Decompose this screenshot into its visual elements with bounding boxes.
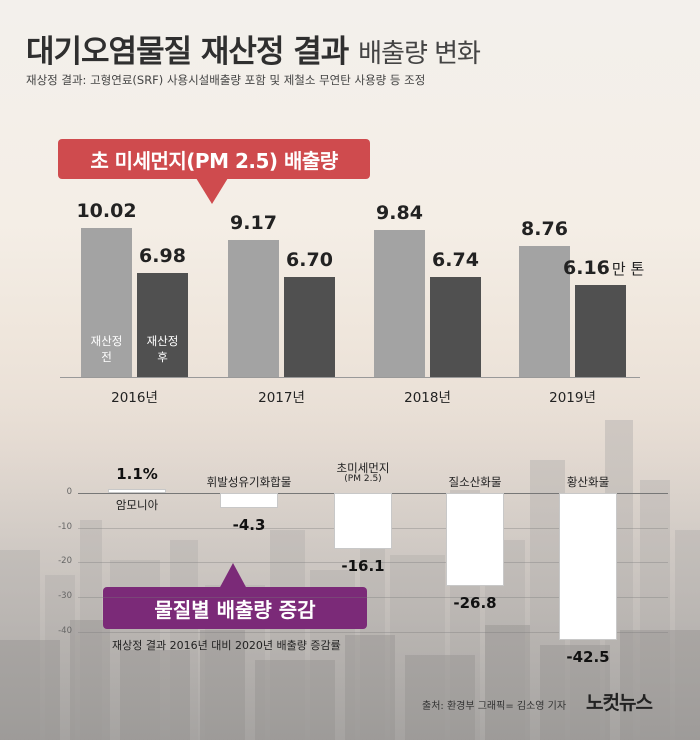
- bar-before: [81, 227, 132, 377]
- change-bar: [220, 493, 278, 508]
- value-label-before: 9.17: [230, 212, 277, 235]
- value-label-before: 8.76: [521, 218, 568, 241]
- bar-before: [228, 240, 279, 377]
- change-callout-pointer: [219, 563, 247, 589]
- year-label: 2017년: [258, 390, 305, 406]
- category-label: 초미세먼지: [336, 461, 390, 475]
- change-value-label: -26.8: [453, 593, 497, 612]
- bar-after: [284, 277, 335, 377]
- category-label: 질소산화물: [448, 475, 502, 489]
- year-label: 2016년: [111, 390, 158, 406]
- value-label-after: 6.98: [139, 244, 186, 267]
- y-tick-label: -10: [58, 521, 72, 532]
- value-label-before: 9.84: [376, 202, 423, 225]
- value-label-after: 6.16 만 톤: [563, 257, 645, 280]
- top-chart-baseline: [60, 377, 640, 378]
- category-label: 암모니아: [115, 498, 159, 512]
- subtitle: 재상정 결과: 고형연료(SRF) 사용시설배출량 포함 및 제철소 무연탄 사…: [26, 73, 426, 87]
- legend-before-label: 재산정 전: [90, 334, 123, 364]
- gridline: [78, 597, 668, 599]
- y-tick-label: -40: [58, 625, 72, 636]
- y-tick-label: 0: [66, 487, 72, 497]
- year-label: 2019년: [549, 390, 596, 406]
- change-callout: 물질별 배출량 증감: [103, 587, 367, 629]
- source-credit: 출처: 환경부 그래픽= 김소영 기자: [422, 701, 567, 712]
- change-value-label: -4.3: [232, 515, 266, 534]
- value-label-after: 6.70: [286, 249, 333, 272]
- bar-after: [575, 285, 626, 377]
- change-bar: [446, 493, 504, 586]
- bar-before: [374, 230, 425, 377]
- bar-after: [430, 276, 481, 377]
- bar-after: [137, 272, 188, 377]
- pm25-callout: 초 미세먼지(PM 2.5) 배출량: [58, 139, 370, 179]
- gridline: [78, 631, 668, 633]
- gridline: [78, 562, 668, 564]
- y-tick-label: -20: [58, 556, 72, 567]
- year-label: 2018년: [404, 390, 451, 406]
- change-bar: [334, 493, 392, 549]
- change-chart-note: 재상정 결과 2016년 대비 2020년 배출량 증감률: [112, 639, 341, 652]
- pm25-callout-pointer: [196, 178, 228, 204]
- page-title: 대기오염물질 재산정 결과 배출량 변화: [26, 34, 481, 70]
- legend-after-label: 재산정 후: [146, 334, 179, 364]
- value-label-after: 6.74: [432, 248, 479, 271]
- nocut-news-logo: 노컷뉴스: [586, 692, 653, 714]
- category-label: 휘발성유기화합물: [206, 475, 292, 489]
- change-bar: [559, 493, 617, 641]
- category-sublabel: (PM 2.5): [344, 474, 382, 484]
- change-value-label: -42.5: [566, 648, 610, 667]
- category-label: 황산화물: [566, 475, 610, 489]
- unit-label: 만 톤: [611, 260, 645, 279]
- value-label-before: 10.02: [76, 199, 137, 222]
- change-value-label: -16.1: [341, 556, 385, 575]
- bar-before: [519, 246, 570, 377]
- change-value-label: 1.1%: [116, 465, 158, 483]
- change-bar: [108, 489, 166, 493]
- y-tick-label: -30: [58, 591, 72, 602]
